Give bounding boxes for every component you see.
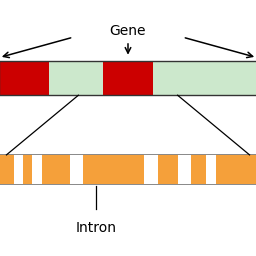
Text: Intron: Intron xyxy=(75,221,116,236)
Bar xyxy=(49,61,103,95)
Bar xyxy=(33,154,42,184)
Bar xyxy=(0,61,256,95)
Bar xyxy=(212,61,256,95)
Bar xyxy=(0,154,256,184)
Bar xyxy=(70,154,83,184)
Bar xyxy=(144,154,158,184)
Bar xyxy=(206,154,216,184)
Bar xyxy=(103,61,153,95)
Bar xyxy=(0,61,49,95)
Bar xyxy=(14,154,23,184)
Bar xyxy=(153,61,212,95)
Bar xyxy=(178,154,191,184)
Text: Gene: Gene xyxy=(110,24,146,38)
Bar xyxy=(0,154,256,184)
